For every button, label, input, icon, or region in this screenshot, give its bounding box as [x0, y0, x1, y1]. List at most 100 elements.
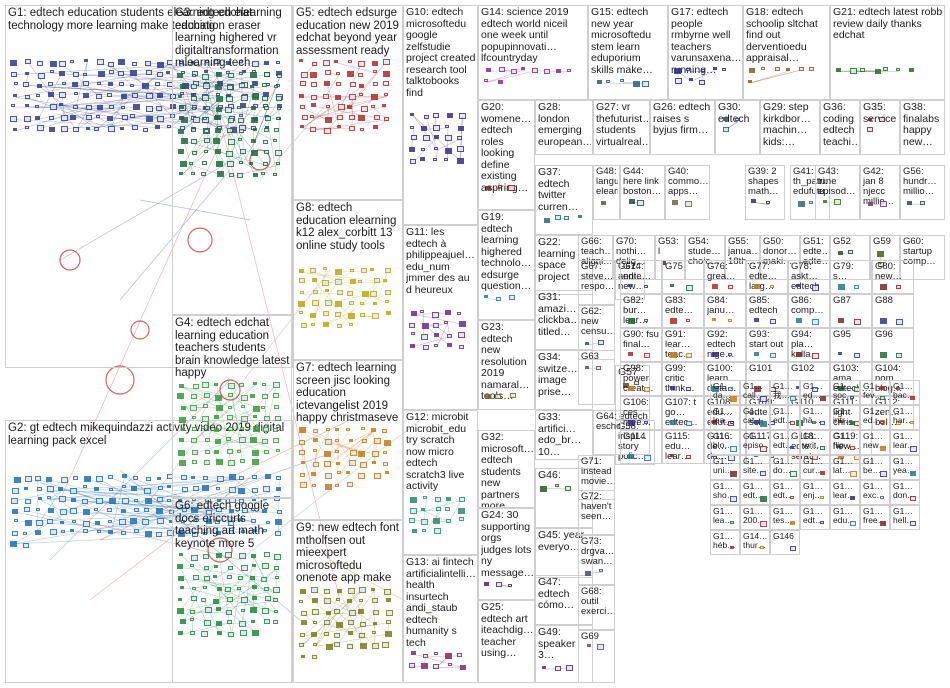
vertex-icon	[754, 284, 760, 289]
group-label: G18: edtech schoolip sltchat find out de…	[746, 7, 818, 64]
vertex-icon	[214, 148, 221, 154]
vertex-icon	[226, 127, 233, 133]
vertex-icon	[300, 473, 306, 478]
self-loop-circle	[105, 365, 135, 395]
vertex-icon	[372, 82, 378, 87]
vertex-icon	[360, 427, 365, 431]
vertex-icon	[203, 553, 210, 559]
group-label: G1… episo…	[743, 432, 768, 450]
vertex-icon	[300, 81, 307, 87]
vertex-icon	[12, 94, 17, 98]
vertex-icon	[322, 279, 330, 286]
vertex-icon	[241, 508, 248, 513]
vertex-icon	[373, 278, 380, 284]
vertex-icon	[190, 128, 196, 133]
group-panel-tiny: G1… do…	[770, 455, 800, 480]
group-label: G1… soc…	[833, 382, 855, 400]
vertex-icon	[190, 172, 195, 176]
vertex-icon	[213, 383, 218, 387]
vertex-icon	[770, 285, 774, 288]
group-label: G1… edt…	[773, 482, 794, 500]
vertex-icon	[311, 483, 316, 487]
group-panel-small: G86: comp…	[788, 294, 830, 328]
vertex-icon	[145, 93, 153, 100]
group-label: G1… edu…	[833, 507, 856, 525]
group-panel-g53: G53: l	[655, 235, 685, 280]
vertex-icon	[567, 68, 572, 72]
vertex-icon	[910, 471, 916, 476]
vertex-icon	[382, 642, 389, 649]
vertex-icon	[445, 124, 449, 128]
vertex-icon	[880, 352, 887, 358]
group-panel-small: G88	[872, 294, 914, 328]
vertex-icon	[334, 94, 341, 100]
vertex-icon	[433, 332, 439, 337]
vertex-icon	[347, 587, 355, 594]
vertex-icon	[906, 201, 912, 206]
group-label: G1… 200…	[743, 507, 766, 525]
group-panel-tiny: G1… lear…	[890, 430, 920, 455]
vertex-icon	[644, 455, 651, 461]
vertex-icon	[408, 146, 415, 152]
vertex-icon	[770, 353, 776, 358]
group-label: G1… edt…	[743, 482, 764, 500]
group-label: G9: new edtech font mtholfsen out mieexp…	[296, 522, 399, 584]
group-panel-small: G102	[788, 362, 830, 396]
vertex-icon	[250, 607, 258, 614]
vertex-icon	[261, 405, 266, 409]
vertex-icon	[24, 71, 29, 75]
group-label: G2: gt edtech mikequindazzi activity vid…	[8, 422, 285, 447]
vertex-icon	[273, 381, 281, 388]
vertex-icon	[108, 70, 114, 75]
vertex-icon	[273, 138, 278, 142]
vertex-icon	[205, 518, 212, 524]
vertex-icon	[910, 396, 915, 400]
vertex-icon	[263, 552, 270, 558]
vertex-icon	[675, 77, 683, 84]
vertex-icon	[310, 81, 317, 87]
vertex-icon	[250, 85, 255, 89]
group-label: G22: learning space project	[538, 237, 576, 283]
group-panel-tiny: G1… 200…	[740, 505, 770, 530]
vertex-icon	[264, 619, 271, 625]
vertex-icon	[765, 201, 770, 205]
group-panel-tiny: G1… don…	[890, 480, 920, 505]
group-panel-g56: G56: hundr… millio…	[900, 165, 945, 220]
group-label: G63	[581, 352, 599, 362]
vertex-icon	[228, 173, 234, 178]
vertex-icon	[360, 313, 366, 318]
vertex-icon	[313, 462, 320, 468]
vertex-icon	[121, 485, 126, 488]
vertex-icon	[790, 496, 794, 499]
vertex-icon	[686, 285, 693, 291]
vertex-icon	[275, 149, 283, 156]
vertex-icon	[239, 161, 244, 165]
vertex-icon	[252, 94, 260, 101]
group-panel-small: G107: t go… edtec…	[662, 396, 704, 430]
vertex-icon	[180, 619, 187, 625]
group-label: G17: edtech people rmbyrne well teachers…	[671, 7, 741, 76]
group-label: G1… new…	[863, 432, 888, 450]
vertex-icon	[384, 116, 390, 121]
vertex-icon	[850, 68, 858, 75]
vertex-icon	[422, 653, 428, 658]
vertex-icon	[178, 129, 185, 135]
vertex-icon	[10, 103, 15, 107]
vertex-icon	[628, 386, 634, 391]
vertex-icon	[712, 386, 719, 392]
group-panel-tiny: G1… cur…	[800, 455, 830, 480]
vertex-icon	[107, 507, 113, 512]
vertex-icon	[70, 487, 78, 494]
vertex-icon	[754, 352, 759, 356]
vertex-icon	[880, 201, 888, 208]
group-label: G33: artifici… edo_br… 10…	[538, 412, 582, 458]
vertex-icon	[555, 215, 562, 221]
group-panel-tiny: G1… lea…	[710, 505, 740, 530]
vertex-icon	[97, 105, 104, 111]
vertex-icon	[70, 60, 75, 64]
vertex-icon	[191, 139, 198, 145]
vertex-icon	[420, 518, 428, 525]
vertex-icon	[383, 279, 388, 283]
group-label: G14: science 2019 edtech world niceil on…	[481, 7, 569, 64]
vertex-icon	[252, 172, 258, 177]
